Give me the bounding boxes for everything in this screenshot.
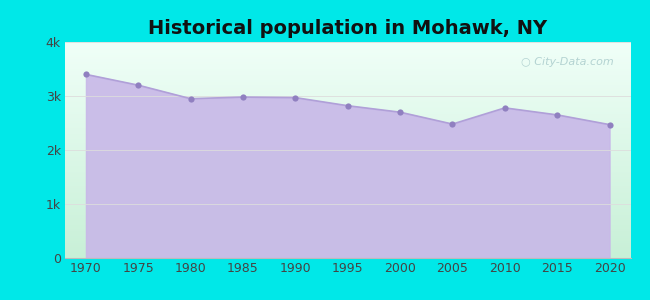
Point <box>290 95 300 100</box>
Point <box>238 95 248 100</box>
Point <box>343 103 353 108</box>
Text: ○ City-Data.com: ○ City-Data.com <box>521 57 614 67</box>
Point <box>447 122 458 127</box>
Point <box>395 110 406 115</box>
Title: Historical population in Mohawk, NY: Historical population in Mohawk, NY <box>148 19 547 38</box>
Point <box>604 122 615 127</box>
Point <box>81 72 91 77</box>
Point <box>133 83 144 88</box>
Point <box>500 106 510 110</box>
Point <box>185 96 196 101</box>
Point <box>552 112 562 117</box>
